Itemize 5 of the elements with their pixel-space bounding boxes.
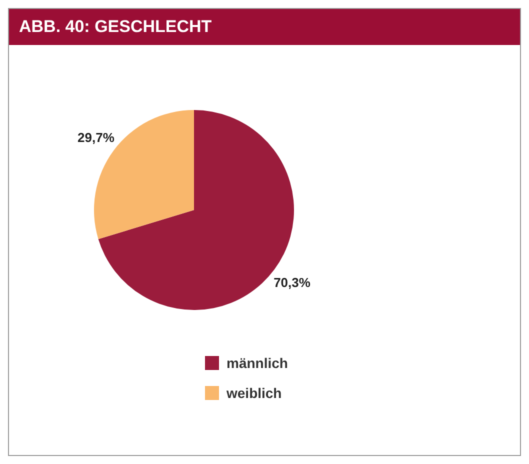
- legend-label: männlich: [226, 355, 288, 371]
- data-label: 70,3%: [274, 275, 311, 290]
- chart-title: ABB. 40: GESCHLECHT: [9, 9, 520, 45]
- legend-label: weiblich: [226, 385, 282, 401]
- data-label: 29,7%: [78, 130, 115, 145]
